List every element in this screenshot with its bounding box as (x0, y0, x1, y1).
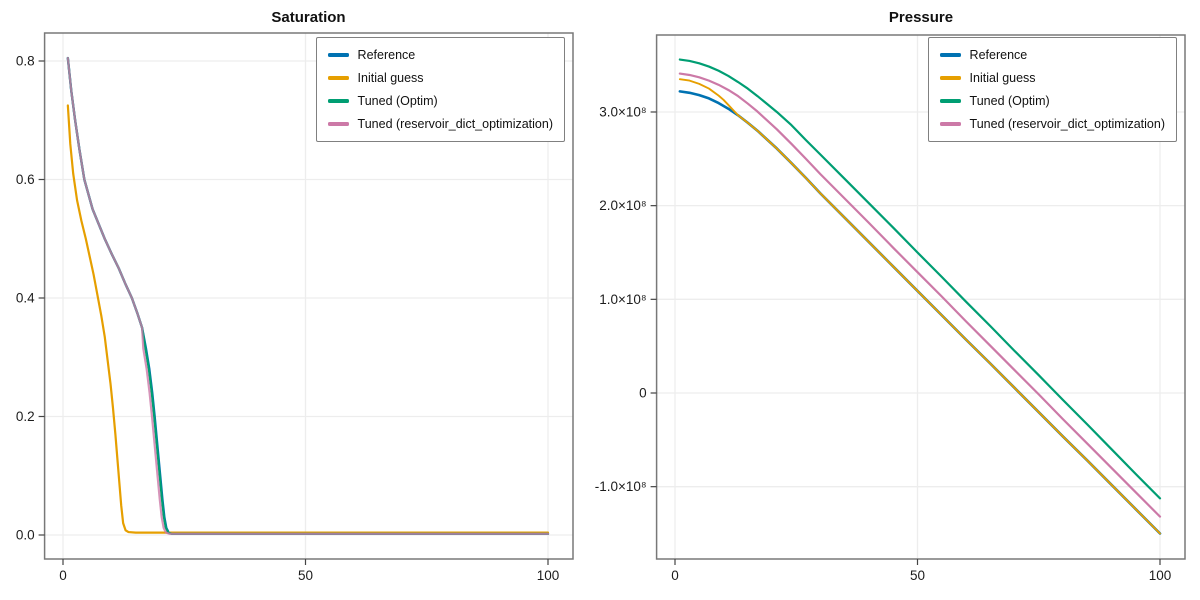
legend-item-reference: Reference (327, 47, 553, 63)
tick-label-y: 2.0×10⁸ (599, 198, 646, 213)
tick-label-y: 0.2 (16, 409, 35, 424)
tick-label-y: -1.0×10⁸ (595, 479, 647, 494)
axis-spine (655, 34, 1186, 560)
legend-line-swatch (939, 53, 961, 57)
tick-label-y: 1.0×10⁸ (599, 292, 646, 307)
tick-label-y: 3.0×10⁸ (599, 104, 646, 119)
legend-item-label: Tuned (reservoir_dict_optimization) (357, 117, 553, 131)
tick-label-y: 0.8 (16, 54, 35, 69)
legend-item-tuned-optim: Tuned (Optim) (939, 93, 1165, 109)
legend-item-initial-guess: Initial guess (939, 70, 1165, 86)
tick-label-x: 0 (59, 568, 67, 583)
tick-label-y: 0 (639, 386, 647, 401)
legend-line-swatch (327, 76, 349, 80)
tick-label-x: 50 (298, 568, 313, 583)
tick-label-y: 0.0 (16, 528, 35, 543)
legend-line-swatch (939, 122, 961, 126)
tick-label-x: 100 (1149, 568, 1172, 583)
series-line-tuned-reservoir-dict-optimization (66, 56, 550, 535)
series-line-reference (678, 90, 1162, 535)
pressure-legend: Reference Initial guess Tuned (Optim) Tuned… (927, 37, 1177, 142)
legend-item-label: Initial guess (969, 71, 1036, 85)
legend-item-label: Reference (357, 48, 416, 62)
legend-item-label: Reference (969, 48, 1028, 62)
legend-item-label: Tuned (Optim) (969, 94, 1050, 108)
legend-line-swatch (939, 99, 961, 103)
legend-line-swatch (327, 99, 349, 103)
tick-label-x: 100 (537, 568, 560, 583)
series-line-tuned-reservoir-dict-optimization (678, 72, 1162, 518)
legend-item-label: Tuned (reservoir_dict_optimization) (969, 117, 1165, 131)
legend-item-label: Tuned (Optim) (357, 94, 438, 108)
axis-spine (43, 32, 574, 560)
legend-item-reference: Reference (939, 47, 1165, 63)
tick-label-y: 0.6 (16, 172, 35, 187)
legend-line-swatch (939, 76, 961, 80)
legend-item-tuned-reservoir-dict-optimization: Tuned (reservoir_dict_optimization) (327, 116, 553, 132)
tick-label-y: 0.4 (16, 291, 35, 306)
series-line-tuned-optim (678, 58, 1162, 500)
tick-label-x: 0 (671, 568, 679, 583)
tick-label-x: 50 (910, 568, 925, 583)
legend-item-tuned-reservoir-dict-optimization: Tuned (reservoir_dict_optimization) (939, 116, 1165, 132)
legend-item-tuned-optim: Tuned (Optim) (327, 93, 553, 109)
legend-item-label: Initial guess (357, 71, 424, 85)
legend-line-swatch (327, 122, 349, 126)
pressure-plot-title: Pressure (888, 9, 954, 26)
legend-item-initial-guess: Initial guess (327, 70, 553, 86)
series-line-initial-guess (66, 104, 550, 534)
saturation-plot-title: Saturation (271, 9, 346, 26)
saturation-legend: Reference Initial guess Tuned (Optim) Tuned… (315, 37, 565, 142)
series-line-initial-guess (678, 78, 1161, 535)
legend-line-swatch (327, 53, 349, 57)
